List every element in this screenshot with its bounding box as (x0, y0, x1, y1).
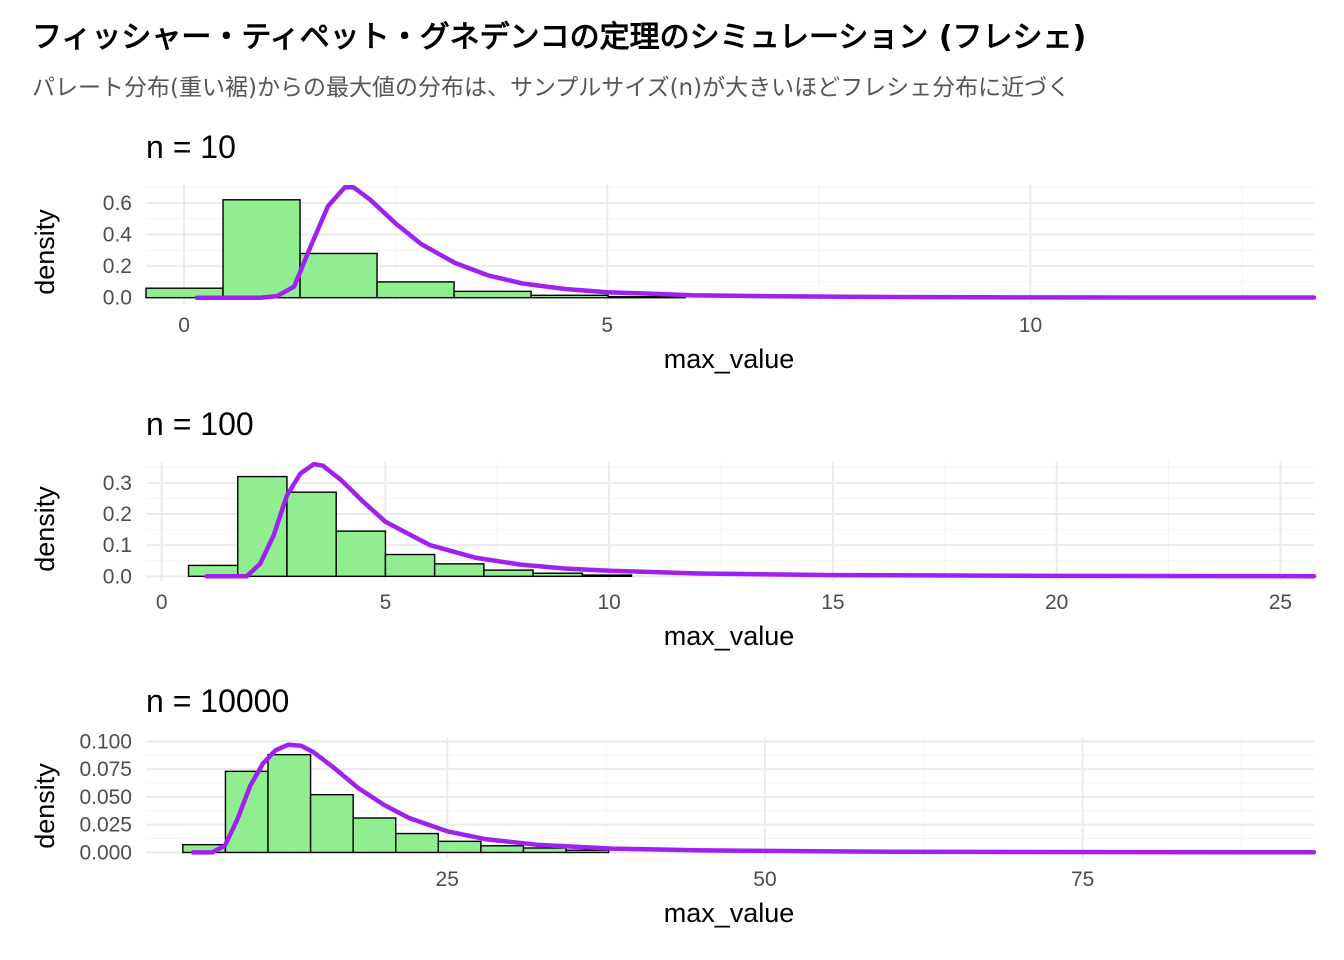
histogram-bar (522, 847, 567, 854)
x-tick-label: 0 (156, 591, 168, 614)
histogram-bar (532, 572, 584, 578)
histogram-bar (286, 491, 337, 578)
histogram-bar (384, 553, 436, 578)
frechet-density-curve (190, 742, 1317, 855)
x-tick-label: 0 (178, 314, 190, 337)
histogram-bar (222, 199, 301, 299)
frechet-density-curve (194, 184, 1317, 300)
x-tick-label: 25 (436, 868, 459, 891)
x-tick-label: 50 (753, 868, 776, 891)
histogram-bar (267, 753, 312, 854)
x-tick-label: 10 (597, 591, 620, 614)
histogram-bar (437, 840, 482, 854)
histogram-bar (530, 294, 609, 299)
histogram-bar (433, 563, 485, 578)
x-axis-label: max_value (664, 898, 795, 928)
y-tick-label: 0.050 (79, 786, 132, 809)
x-axis-label: max_value (664, 621, 795, 651)
histogram-bar (483, 569, 534, 578)
y-tick-label: 0.3 (103, 472, 132, 495)
page-title: フィッシャー・ティペット・グネデンコの定理のシミュレーション (フレシェ) (32, 20, 1087, 55)
histogram-bar (376, 281, 455, 299)
x-tick-label: 5 (601, 314, 613, 337)
histogram-bar (480, 845, 525, 854)
histogram-bar (352, 817, 397, 854)
histogram-bar (224, 770, 269, 854)
x-tick-label: 25 (1269, 591, 1292, 614)
y-tick-label: 0.0 (103, 565, 132, 588)
histogram-bar (299, 252, 378, 299)
y-axis-label: density (30, 486, 60, 572)
panel-title: n = 10000 (146, 683, 289, 719)
histogram-bar (335, 530, 387, 578)
y-axis-label: density (30, 763, 60, 849)
frechet-density-curve (204, 461, 1317, 579)
panel-2: 0 5 10 15 20 25 0.0 0.1 0.2 0.3 n = 100 max_value de… (30, 406, 1317, 651)
y-tick-label: 0.0 (103, 287, 132, 310)
y-tick-label: 0.075 (79, 758, 132, 781)
y-tick-label: 0.1 (103, 534, 132, 557)
x-tick-label: 10 (1019, 314, 1042, 337)
y-tick-label: 0.6 (103, 192, 132, 215)
x-tick-label: 75 (1071, 868, 1094, 891)
panel-3: 25 50 75 0.000 0.025 0.050 0.075 0.100 n = 10000… (30, 683, 1317, 928)
x-tick-label: 20 (1045, 591, 1068, 614)
page-subtitle: パレート分布(重い裾)からの最大値の分布は、サンプルサイズ(n)が大きいほどフレ… (32, 75, 1071, 101)
y-tick-label: 0.025 (79, 814, 132, 837)
y-tick-label: 0.2 (103, 255, 132, 278)
panel-title: n = 10 (146, 129, 236, 165)
histogram-bar (565, 849, 610, 854)
y-tick-label: 0.2 (103, 503, 132, 526)
panel-title: n = 100 (146, 406, 254, 442)
histogram-bar (309, 793, 354, 854)
x-axis-label: max_value (664, 344, 795, 374)
histogram-bar (453, 290, 532, 299)
x-tick-label: 15 (821, 591, 844, 614)
histogram-bar (581, 574, 633, 578)
histogram-bar (395, 832, 440, 854)
y-tick-label: 0.100 (79, 730, 132, 753)
histogram-bar (607, 296, 686, 299)
y-tick-label: 0.000 (79, 841, 132, 864)
y-axis-label: density (30, 209, 60, 295)
panel-1: 0 5 10 0.0 0.2 0.4 0.6 n = 10 max_value density (30, 129, 1317, 374)
x-tick-label: 5 (380, 591, 392, 614)
y-tick-label: 0.4 (103, 224, 133, 247)
